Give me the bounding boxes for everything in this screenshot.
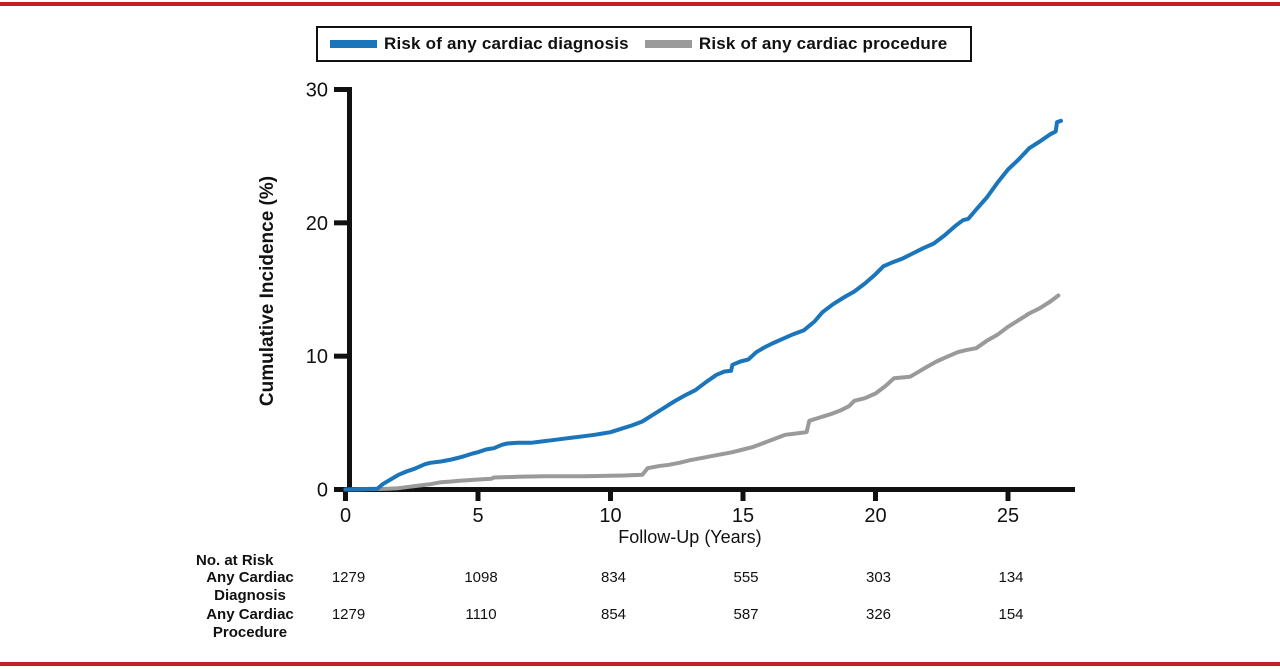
risk-value: 1279 — [331, 606, 366, 623]
risk-value: 587 — [733, 606, 759, 623]
legend-swatch-diagnosis — [330, 40, 377, 48]
risk-row-label-line1: Any Cardiac — [206, 569, 294, 586]
y-tick-label: 0 — [317, 480, 328, 502]
y-tick-label: 20 — [306, 213, 328, 235]
top-red-rule — [0, 2, 1280, 6]
risk-value: 1279 — [331, 569, 366, 586]
x-tick-label: 15 — [732, 505, 754, 527]
x-tick-label: 10 — [599, 505, 621, 527]
x-tick-label: 25 — [997, 505, 1019, 527]
risk-value: 834 — [600, 569, 627, 586]
risk-row-label-procedure: Any Cardiac Procedure — [191, 606, 309, 642]
risk-value: 854 — [600, 606, 627, 623]
risk-value: 555 — [733, 569, 759, 586]
x-tick-label: 0 — [340, 505, 351, 527]
risk-value: 1098 — [464, 569, 498, 586]
risk-value: 326 — [865, 606, 892, 623]
risk-row-label-diagnosis: Any Cardiac Diagnosis — [191, 569, 309, 605]
risk-value: 303 — [865, 569, 892, 586]
bottom-red-rule — [0, 662, 1280, 666]
risk-value: 154 — [998, 606, 1024, 623]
risk-row-label-line2: Procedure — [212, 624, 288, 641]
y-tick-label: 30 — [306, 80, 328, 102]
x-axis-title: Follow-Up (Years) — [618, 527, 761, 547]
series-risk-of-any-cardiac-procedure — [343, 293, 1061, 492]
chart-legend: Risk of any cardiac diagnosis Risk of an… — [316, 26, 972, 62]
risk-row-label-line2: Diagnosis — [214, 587, 286, 604]
legend-label-diagnosis: Risk of any cardiac diagnosis — [384, 34, 629, 53]
series-risk-of-any-cardiac-diagnosis — [343, 118, 1063, 492]
risk-value: 1110 — [465, 606, 497, 623]
risk-table-title: No. at Risk — [196, 552, 274, 569]
risk-value: 134 — [998, 569, 1024, 586]
y-axis-title: Cumulative Incidence (%) — [257, 176, 278, 406]
legend-swatch-procedure — [644, 40, 692, 48]
x-tick-label: 5 — [472, 505, 483, 527]
legend-label-procedure: Risk of any cardiac procedure — [698, 34, 948, 53]
x-tick-label: 20 — [864, 505, 886, 527]
y-tick-label: 10 — [306, 346, 328, 368]
risk-row-label-line1: Any Cardiac — [206, 606, 294, 623]
